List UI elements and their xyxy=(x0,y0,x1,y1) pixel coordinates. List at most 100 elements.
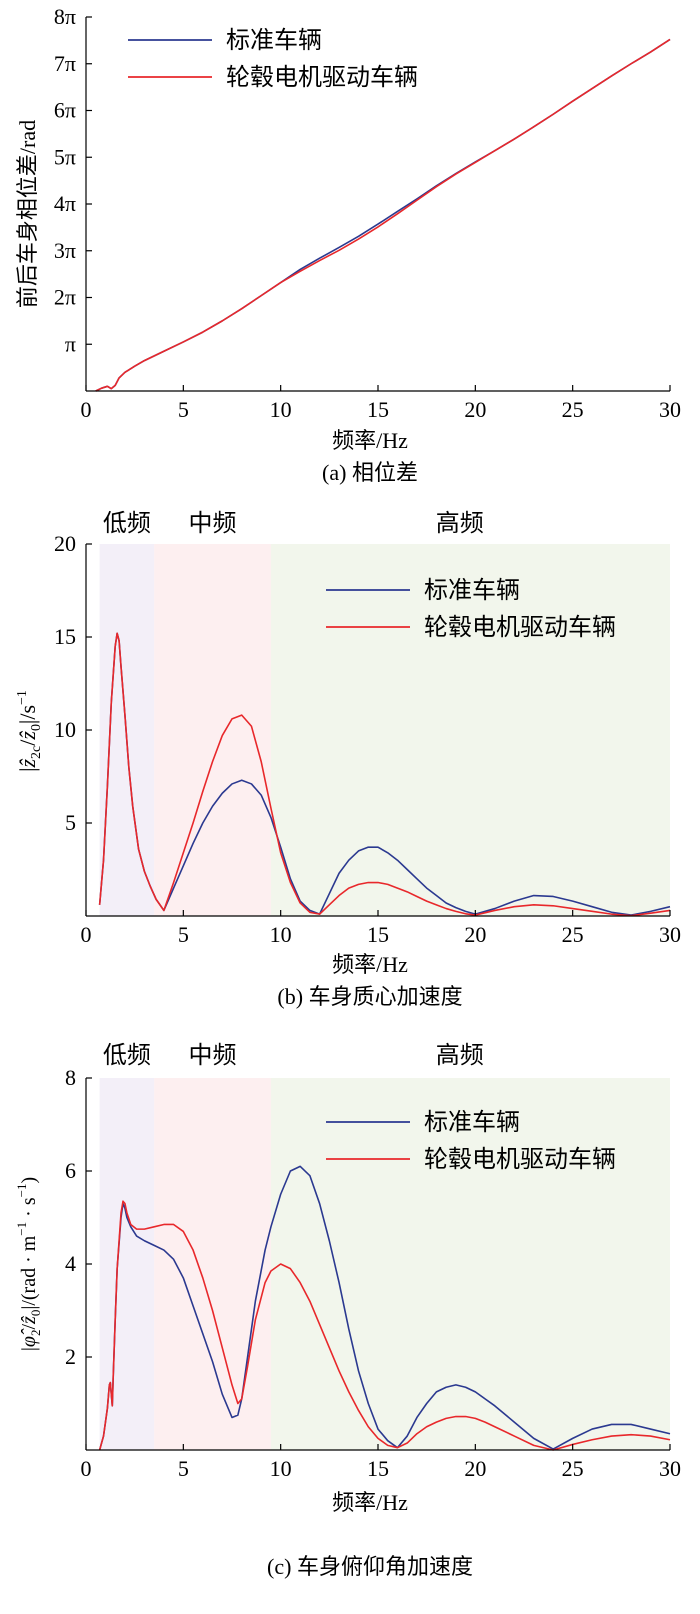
ylabel-slash: / xyxy=(18,1324,40,1330)
legend-label-0: 标准车辆 xyxy=(226,27,322,54)
series-line-0 xyxy=(95,38,671,392)
y-tick-labels: 5 10 15 20 xyxy=(54,531,92,835)
y-tick-label: π xyxy=(65,331,76,356)
legend-label-1: 轮毂电机驱动车辆 xyxy=(424,1146,616,1173)
x-tick-label: 25 xyxy=(562,1456,584,1481)
x-tick-label: 20 xyxy=(464,922,486,947)
panel-caption: (b) 车身质心加速度 xyxy=(277,984,462,1009)
region-labels: 低频 中频 高频 xyxy=(103,1042,484,1069)
x-tick-label: 30 xyxy=(659,1456,681,1481)
ylabel-sub-2: 0 xyxy=(29,724,44,731)
x-tick-label: 15 xyxy=(367,1456,389,1481)
y-tick-label: 3π xyxy=(54,238,76,263)
x-tick-label: 15 xyxy=(367,922,389,947)
x-axis-label: 频率/Hz xyxy=(332,428,408,453)
ylabel-sub-1: 2c xyxy=(29,746,44,759)
x-tick-label: 5 xyxy=(178,1456,189,1481)
panel-caption: (a) 相位差 xyxy=(322,460,418,485)
y-tick-label: 4π xyxy=(54,191,76,216)
ylabel-unit-2: · s xyxy=(18,1197,40,1222)
x-tick-label: 0 xyxy=(81,397,92,422)
legend-label-0: 标准车辆 xyxy=(424,1109,520,1136)
y-tick-label: 5π xyxy=(54,144,76,169)
axes-frame xyxy=(85,17,670,392)
x-tick-label: 25 xyxy=(562,922,584,947)
ylabel-unit: |/(rad · m xyxy=(18,1235,40,1309)
x-tick-label: 30 xyxy=(659,397,681,422)
legend-label-0: 标准车辆 xyxy=(424,577,520,604)
x-tick-labels: 0 5 10 15 20 25 30 xyxy=(81,1444,681,1481)
region-label-2: 高频 xyxy=(436,1042,484,1069)
ylabel-close: ) xyxy=(18,1177,40,1184)
x-axis-label: 频率/Hz xyxy=(332,952,408,977)
ylabel-sup: −1 xyxy=(15,690,30,705)
ylabel-sub-2: 0 xyxy=(28,1310,43,1317)
region-band-2 xyxy=(270,544,670,916)
axes-frame xyxy=(85,1078,670,1451)
y-tick-labels: π 2π 3π 4π 5π 6π 7π 8π xyxy=(54,4,92,356)
x-tick-labels: 0 5 10 15 20 25 30 xyxy=(81,385,681,422)
axes-frame xyxy=(85,544,670,917)
ylabel-open: | xyxy=(15,768,40,772)
ylabel-var-1: ẑ xyxy=(15,759,40,769)
y-tick-label: 10 xyxy=(54,717,76,742)
y-axis-label: |ẑ2c/ẑ0|/s−1 xyxy=(15,690,44,772)
ylabel-unit: |/s xyxy=(15,705,40,724)
y-tick-label: 20 xyxy=(54,531,76,556)
x-tick-label: 0 xyxy=(81,1456,92,1481)
y-tick-label: 2π xyxy=(54,285,76,310)
y-axis-label: 前后车身相位差/rad xyxy=(15,120,40,308)
region-labels: 低频 中频 高频 xyxy=(103,510,484,537)
y-tick-label: 5 xyxy=(65,810,76,835)
series-line-1 xyxy=(95,38,671,392)
region-band-0 xyxy=(99,544,155,916)
legend-label-1: 轮毂电机驱动车辆 xyxy=(226,64,418,91)
x-tick-label: 5 xyxy=(178,922,189,947)
x-tick-label: 5 xyxy=(178,397,189,422)
y-tick-label: 15 xyxy=(54,624,76,649)
x-tick-label: 15 xyxy=(367,397,389,422)
x-tick-label: 30 xyxy=(659,922,681,947)
y-tick-label: 8 xyxy=(65,1065,76,1090)
region-band-1 xyxy=(154,544,271,916)
ylabel-sup-1: −1 xyxy=(14,1222,29,1236)
region-band-1 xyxy=(154,1078,271,1450)
region-label-0: 低频 xyxy=(103,510,151,537)
x-tick-label: 20 xyxy=(464,397,486,422)
ylabel-var-2: ẑ xyxy=(18,1316,40,1325)
region-label-2: 高频 xyxy=(436,510,484,537)
y-tick-label: 2 xyxy=(65,1344,76,1369)
x-tick-labels: 0 5 10 15 20 25 30 xyxy=(81,910,681,947)
y-tick-label: 6π xyxy=(54,98,76,123)
y-tick-label: 6 xyxy=(65,1158,76,1183)
ylabel-sub-1: 2 xyxy=(28,1330,43,1337)
background-regions xyxy=(99,544,670,916)
ylabel-sup-2: −1 xyxy=(14,1184,29,1198)
x-axis-label: 频率/Hz xyxy=(332,1490,408,1515)
panel-caption: (c) 车身俯仰角加速度 xyxy=(267,1554,473,1579)
series-layer xyxy=(98,1165,671,1451)
x-tick-label: 25 xyxy=(562,397,584,422)
x-tick-label: 10 xyxy=(270,397,292,422)
series-line-1 xyxy=(98,632,671,917)
series-layer xyxy=(95,38,671,392)
region-label-1: 中频 xyxy=(189,510,237,537)
panel-phase: π 2π 3π 4π 5π 6π 7π 8π 0 5 10 15 20 25 30 标准车辆轮毂电机驱动车… xyxy=(15,4,681,485)
x-tick-label: 0 xyxy=(81,922,92,947)
x-tick-label: 10 xyxy=(270,1456,292,1481)
ylabel-var-2: ẑ xyxy=(15,731,40,741)
y-tick-label: 8π xyxy=(54,4,76,29)
region-label-1: 中频 xyxy=(189,1042,237,1069)
y-tick-label: 4 xyxy=(65,1251,76,1276)
x-tick-label: 10 xyxy=(270,922,292,947)
ylabel-slash: / xyxy=(15,739,40,746)
y-tick-label: 7π xyxy=(54,51,76,76)
y-tick-labels: 2 4 6 8 xyxy=(65,1065,92,1369)
legend-label-1: 轮毂电机驱动车辆 xyxy=(424,614,616,641)
